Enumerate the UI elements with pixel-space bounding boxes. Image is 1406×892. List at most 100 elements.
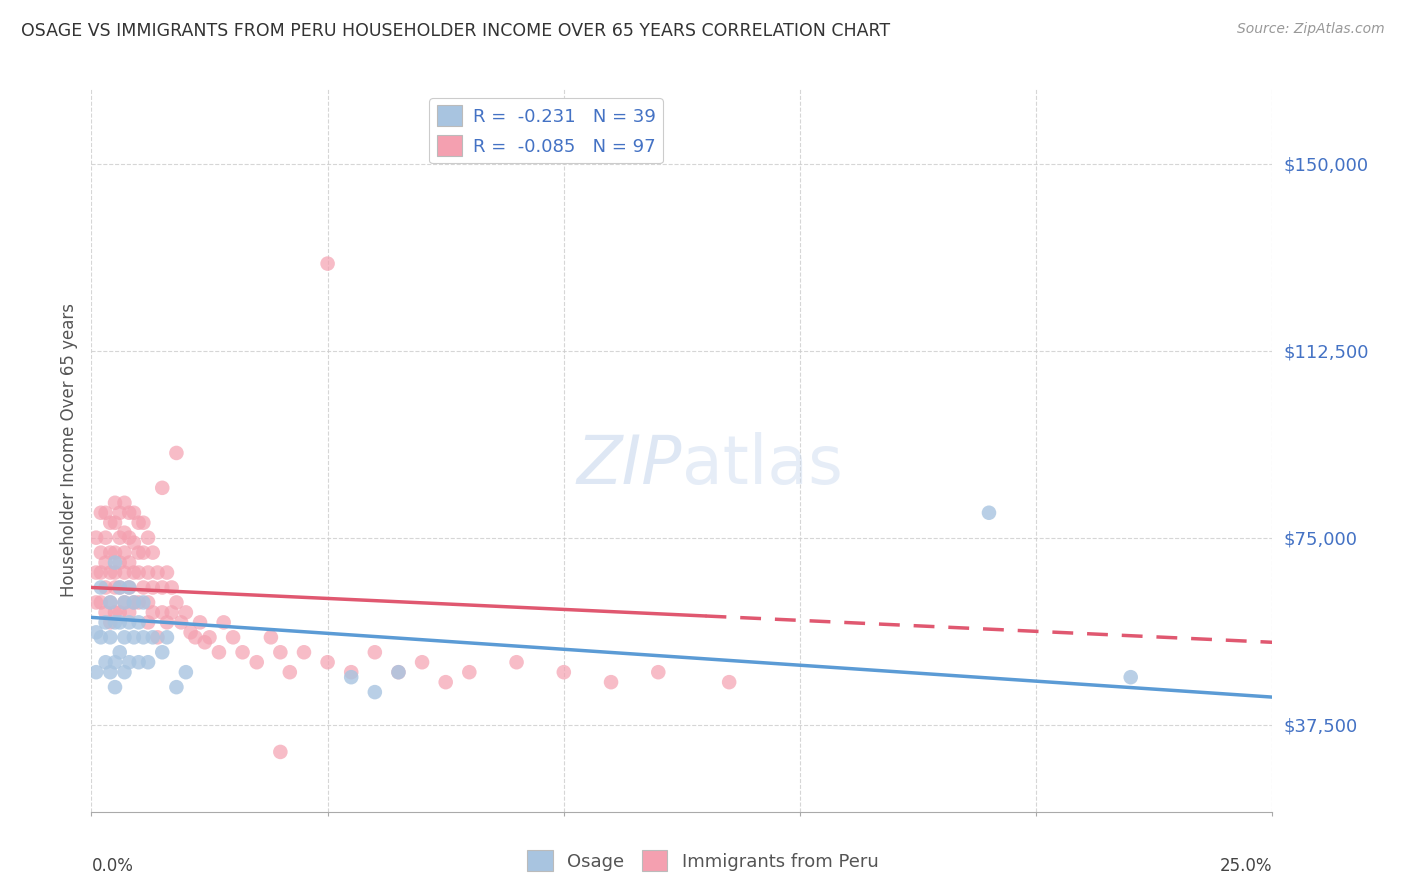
Point [146,630,169,644]
Point [198,630,221,644]
Point [104,680,127,694]
Point [104,581,127,595]
Point [208,645,231,659]
Point [278,665,301,680]
Text: Source: ZipAtlas.com: Source: ZipAtlas.com [1237,22,1385,37]
Point [553,665,575,680]
Point [98,566,121,580]
Point [118,615,141,630]
Point [90,595,112,609]
Point [146,566,169,580]
Point [292,645,315,659]
Point [165,595,187,609]
Point [136,566,159,580]
Point [90,630,112,644]
Point [98,630,121,644]
Point [458,665,481,680]
Point [98,665,121,680]
Point [98,546,121,560]
Point [104,615,127,630]
Point [84,595,107,609]
Point [118,581,141,595]
Point [142,630,165,644]
Point [94,531,117,545]
Point [128,516,150,530]
Point [188,615,211,630]
Point [505,655,527,669]
Point [114,595,136,609]
Point [94,606,117,620]
Point [108,606,131,620]
Point [104,556,127,570]
Legend: R =  -0.231   N = 39, R =  -0.085   N = 97: R = -0.231 N = 39, R = -0.085 N = 97 [429,98,662,163]
Point [114,496,136,510]
Point [142,581,165,595]
Point [84,566,107,580]
Point [269,745,291,759]
Legend: Osage, Immigrants from Peru: Osage, Immigrants from Peru [520,843,886,879]
Point [118,581,141,595]
Point [94,581,117,595]
Point [132,546,155,560]
Point [156,615,179,630]
Point [90,566,112,580]
Point [316,257,339,271]
Point [84,665,107,680]
Point [132,516,155,530]
Point [108,615,131,630]
Point [600,675,623,690]
Point [128,566,150,580]
Point [165,680,187,694]
Point [132,581,155,595]
Point [156,566,179,580]
Point [136,595,159,609]
Point [136,655,159,669]
Point [132,630,155,644]
Point [108,531,131,545]
Point [118,556,141,570]
Point [142,546,165,560]
Point [647,665,669,680]
Point [128,655,150,669]
Point [114,566,136,580]
Text: ZIP: ZIP [576,432,682,498]
Point [194,635,217,649]
Point [118,606,141,620]
Point [340,665,363,680]
Point [104,655,127,669]
Point [387,665,409,680]
Point [180,625,202,640]
Point [108,506,131,520]
Point [977,506,1000,520]
Point [104,496,127,510]
Point [174,606,197,620]
Point [84,625,107,640]
Text: OSAGE VS IMMIGRANTS FROM PERU HOUSEHOLDER INCOME OVER 65 YEARS CORRELATION CHART: OSAGE VS IMMIGRANTS FROM PERU HOUSEHOLDE… [21,22,890,40]
Text: 0.0%: 0.0% [91,856,134,874]
Point [160,581,183,595]
Point [122,595,145,609]
Point [434,675,457,690]
Point [718,675,741,690]
Point [150,581,173,595]
Point [156,630,179,644]
Point [128,546,150,560]
Point [316,655,339,669]
Point [118,506,141,520]
Point [104,546,127,560]
Point [114,546,136,560]
Point [165,446,187,460]
Point [246,655,269,669]
Point [122,506,145,520]
Point [114,525,136,540]
Point [387,665,409,680]
Point [104,606,127,620]
Point [108,581,131,595]
Point [132,595,155,609]
Point [122,630,145,644]
Point [340,670,363,684]
Point [1119,670,1142,684]
Point [212,615,235,630]
Point [260,630,283,644]
Point [364,645,387,659]
